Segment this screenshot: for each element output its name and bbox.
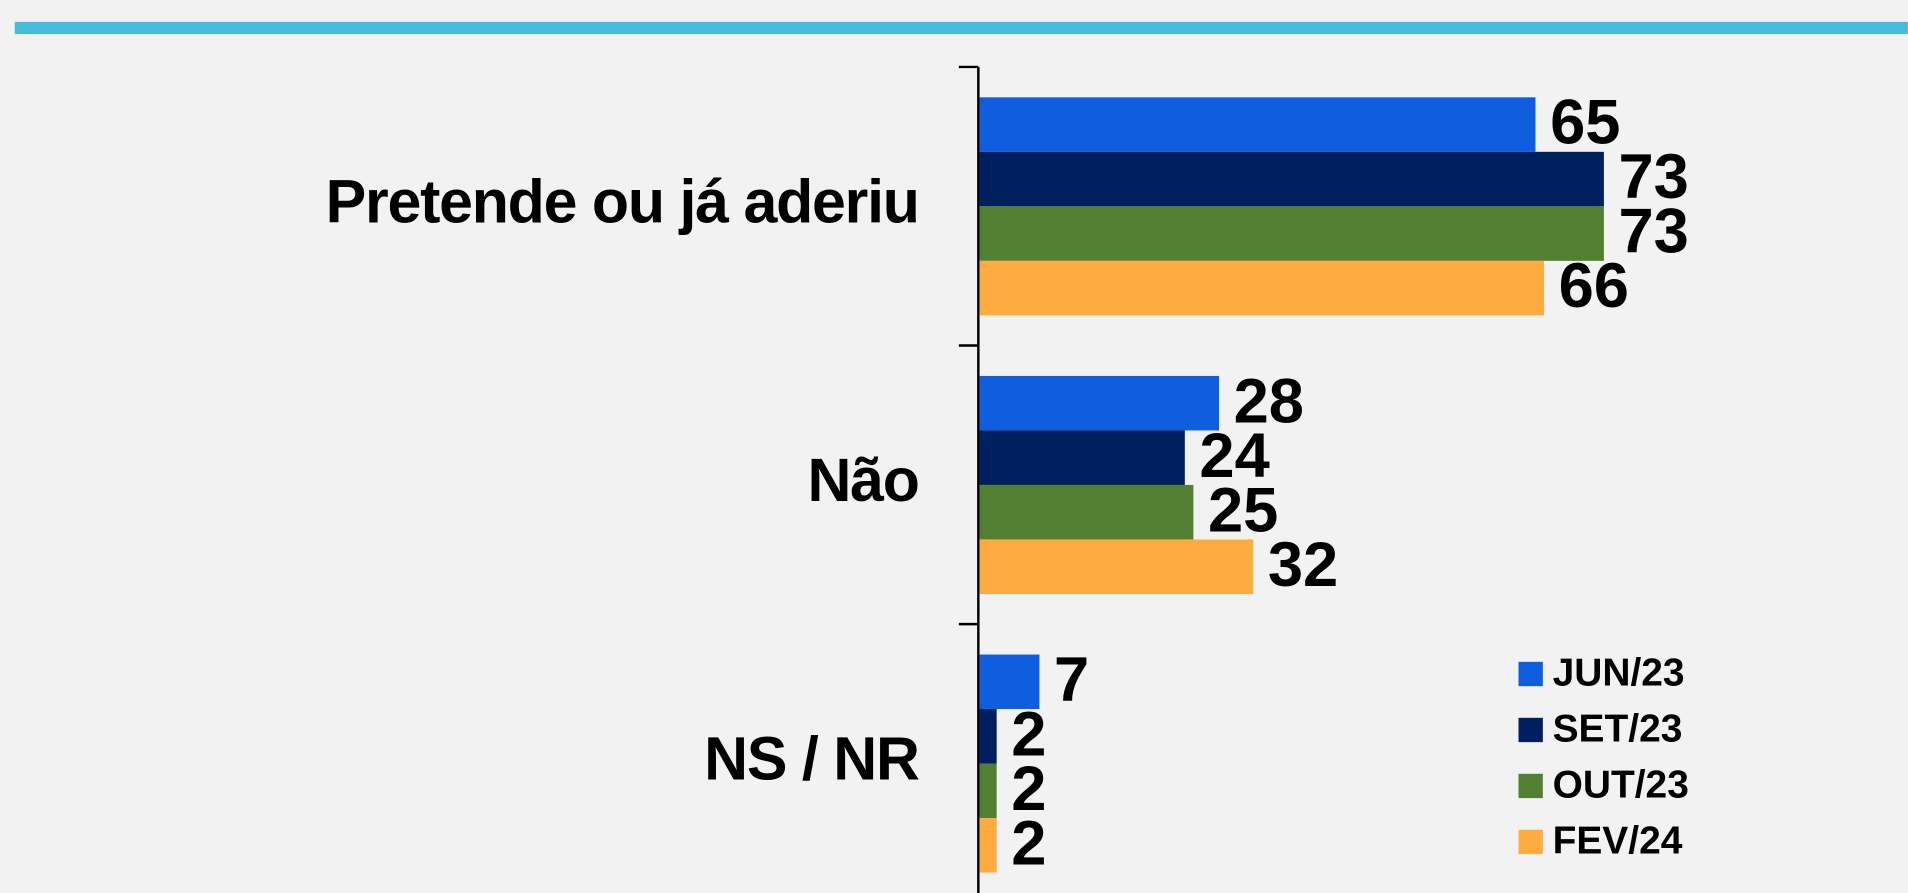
value-label: 2 <box>1011 808 1046 878</box>
value-label: 2 <box>1011 699 1046 769</box>
legend-swatch <box>1518 773 1543 799</box>
category-label: Não <box>807 446 918 514</box>
legend-label: JUN/23 <box>1553 652 1685 695</box>
bar <box>979 206 1604 261</box>
category-label: Pretende ou já aderiu <box>326 167 919 235</box>
bar <box>979 430 1185 485</box>
category-label: NS / NR <box>704 725 919 793</box>
bar <box>979 654 1040 710</box>
value-label: 24 <box>1199 421 1269 491</box>
value-label: 73 <box>1619 197 1689 267</box>
top-bar <box>14 21 1908 35</box>
bar <box>979 260 1545 316</box>
value-label: 7 <box>1054 645 1089 715</box>
bar <box>979 818 997 873</box>
value-label: 32 <box>1268 530 1338 600</box>
bar <box>979 97 1536 152</box>
legend-label: OUT/23 <box>1553 763 1689 806</box>
value-label: 25 <box>1208 475 1278 545</box>
value-label: 66 <box>1559 251 1629 321</box>
legend-label: FEV/24 <box>1553 819 1683 862</box>
legend-label: SET/23 <box>1553 707 1683 750</box>
value-label: 28 <box>1234 366 1304 436</box>
value-label: 65 <box>1550 88 1620 158</box>
bar <box>979 763 997 819</box>
bar <box>979 375 1220 431</box>
bar <box>979 709 997 764</box>
bar <box>979 484 1194 540</box>
legend-swatch <box>1518 717 1543 743</box>
value-label: 73 <box>1619 142 1689 212</box>
bar <box>979 539 1254 594</box>
value-label: 2 <box>1011 754 1046 824</box>
bar <box>979 151 1604 207</box>
legend-swatch <box>1518 661 1543 687</box>
legend-swatch <box>1518 829 1543 855</box>
